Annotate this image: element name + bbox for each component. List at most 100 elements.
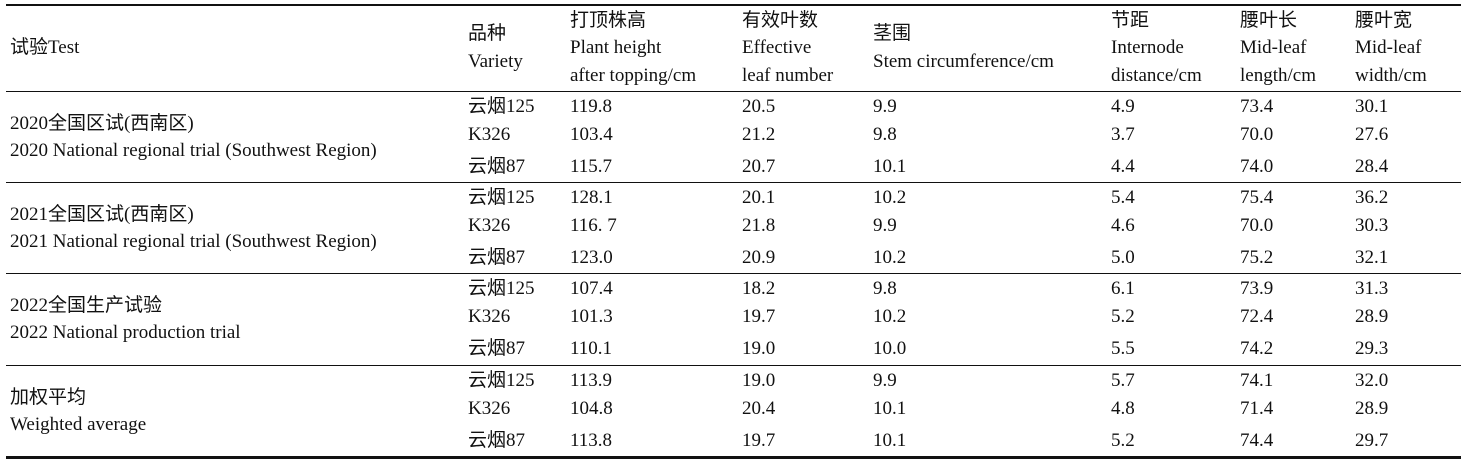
header-cell: leaf number xyxy=(742,64,834,86)
header-cell: Mid-leaf xyxy=(1240,37,1307,58)
test-label: 2022 National production trial xyxy=(10,322,241,343)
header-cell: 腰叶长 xyxy=(1240,9,1298,31)
value-cell: 75.2 xyxy=(1240,247,1274,268)
value-cell: 73.4 xyxy=(1240,96,1274,117)
header-cell: Mid-leaf xyxy=(1355,37,1422,58)
header-cell: 茎围 xyxy=(873,23,912,45)
value-cell: 10.0 xyxy=(873,338,907,359)
variety-cell: 云烟87 xyxy=(468,430,526,451)
value-cell: 107.4 xyxy=(570,278,613,299)
value-cell: 104.8 xyxy=(570,398,613,419)
value-cell: 5.2 xyxy=(1111,306,1135,327)
variety-cell: K326 xyxy=(468,306,511,327)
value-cell: 119.8 xyxy=(570,96,613,117)
value-cell: 28.4 xyxy=(1355,156,1389,177)
value-cell: 128.1 xyxy=(570,187,613,208)
header-cell: Internode xyxy=(1111,37,1184,58)
value-cell: 19.7 xyxy=(742,430,776,451)
value-cell: 5.4 xyxy=(1111,187,1135,208)
value-cell: 74.0 xyxy=(1240,156,1274,177)
value-cell: 115.7 xyxy=(570,156,613,177)
header-cell: Plant height xyxy=(570,37,662,58)
value-cell: 32.1 xyxy=(1355,247,1389,268)
value-cell: 4.6 xyxy=(1111,215,1135,236)
value-cell: 4.4 xyxy=(1111,156,1135,177)
group-rule xyxy=(6,365,1461,366)
value-cell: 30.1 xyxy=(1355,96,1389,117)
test-label: 2021 National regional trial (Southwest … xyxy=(10,231,377,252)
variety-cell: K326 xyxy=(468,215,511,236)
value-cell: 29.3 xyxy=(1355,338,1389,359)
variety-cell: 云烟87 xyxy=(468,156,526,177)
value-cell: 5.7 xyxy=(1111,370,1135,391)
value-cell: 123.0 xyxy=(570,247,613,268)
value-cell: 5.5 xyxy=(1111,338,1135,359)
value-cell: 19.0 xyxy=(742,370,776,391)
value-cell: 20.9 xyxy=(742,247,776,268)
variety-cell: K326 xyxy=(468,398,511,419)
value-cell: 4.9 xyxy=(1111,96,1135,117)
value-cell: 110.1 xyxy=(570,338,613,359)
value-cell: 9.9 xyxy=(873,96,897,117)
test-label: 2020 National regional trial (Southwest … xyxy=(10,140,377,161)
test-label: 2022全国生产试验 xyxy=(10,295,163,316)
value-cell: 6.1 xyxy=(1111,278,1135,299)
test-label: 加权平均 xyxy=(10,387,87,408)
top-rule xyxy=(6,4,1461,6)
value-cell: 19.0 xyxy=(742,338,776,359)
variety-cell: K326 xyxy=(468,124,511,145)
test-label: 2021全国区试(西南区) xyxy=(10,204,194,225)
header-cell: distance/cm xyxy=(1111,64,1202,86)
header-cell: 有效叶数 xyxy=(742,9,819,31)
value-cell: 29.7 xyxy=(1355,430,1389,451)
value-cell: 27.6 xyxy=(1355,124,1389,145)
value-cell: 74.4 xyxy=(1240,430,1274,451)
value-cell: 9.9 xyxy=(873,370,897,391)
header-cell: Stem circumference/cm xyxy=(873,50,1054,72)
variety-cell: 云烟125 xyxy=(468,187,535,208)
value-cell: 103.4 xyxy=(570,124,613,145)
value-cell: 74.2 xyxy=(1240,338,1274,359)
value-cell: 3.7 xyxy=(1111,124,1135,145)
variety-cell: 云烟87 xyxy=(468,338,526,359)
group-rule xyxy=(6,182,1461,183)
value-cell: 75.4 xyxy=(1240,187,1274,208)
value-cell: 9.8 xyxy=(873,124,897,145)
value-cell: 10.1 xyxy=(873,430,907,451)
value-cell: 21.8 xyxy=(742,215,776,236)
group-rule xyxy=(6,273,1461,274)
value-cell: 70.0 xyxy=(1240,215,1274,236)
value-cell: 10.1 xyxy=(873,398,907,419)
value-cell: 20.4 xyxy=(742,398,776,419)
header-cell: 试验Test xyxy=(10,37,80,58)
value-cell: 9.8 xyxy=(873,278,897,299)
value-cell: 10.2 xyxy=(873,247,907,268)
value-cell: 10.1 xyxy=(873,156,907,177)
value-cell: 71.4 xyxy=(1240,398,1274,419)
value-cell: 32.0 xyxy=(1355,370,1389,391)
value-cell: 36.2 xyxy=(1355,187,1389,208)
variety-cell: 云烟87 xyxy=(468,247,526,268)
value-cell: 5.2 xyxy=(1111,430,1135,451)
value-cell: 20.7 xyxy=(742,156,776,177)
value-cell: 30.3 xyxy=(1355,215,1389,236)
header-rule xyxy=(6,91,1461,92)
value-cell: 72.4 xyxy=(1240,306,1274,327)
header-cell: Effective xyxy=(742,37,812,58)
header-cell: width/cm xyxy=(1355,64,1427,86)
value-cell: 9.9 xyxy=(873,215,897,236)
header-cell: 节距 xyxy=(1111,9,1150,31)
value-cell: 28.9 xyxy=(1355,398,1389,419)
header-cell: Variety xyxy=(468,50,523,72)
variety-cell: 云烟125 xyxy=(468,370,535,391)
value-cell: 4.8 xyxy=(1111,398,1135,419)
value-cell: 116. 7 xyxy=(570,215,617,236)
header-cell: 品种 xyxy=(468,23,507,45)
value-cell: 10.2 xyxy=(873,306,907,327)
value-cell: 19.7 xyxy=(742,306,776,327)
value-cell: 20.5 xyxy=(742,96,776,117)
header-cell: 腰叶宽 xyxy=(1355,9,1413,31)
value-cell: 70.0 xyxy=(1240,124,1274,145)
value-cell: 113.8 xyxy=(570,430,613,451)
